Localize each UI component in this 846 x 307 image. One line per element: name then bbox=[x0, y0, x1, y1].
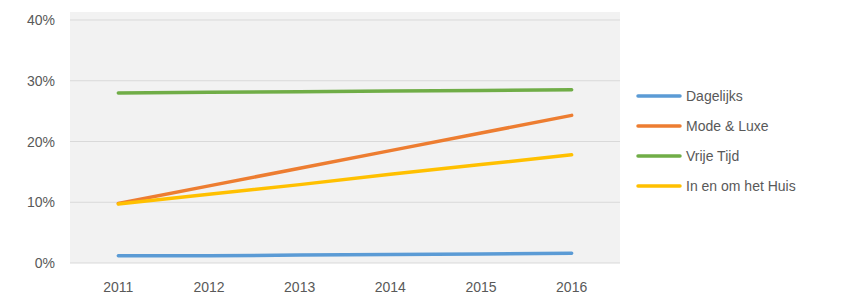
legend-swatch bbox=[638, 94, 680, 98]
x-tick-label: 2011 bbox=[103, 279, 133, 295]
legend-swatch bbox=[638, 154, 680, 158]
x-tick-label: 2015 bbox=[465, 279, 496, 295]
series-line bbox=[118, 90, 571, 93]
y-tick-label: 20% bbox=[27, 134, 55, 150]
x-tick-label: 2012 bbox=[193, 279, 224, 295]
legend-swatch bbox=[638, 124, 680, 128]
chart-root: 0% 10% 20% 30% 40% 2011 2012 2013 2014 2015 2016 Da… bbox=[0, 0, 846, 307]
series-group bbox=[118, 90, 571, 256]
grid-line bbox=[70, 80, 620, 81]
legend-label: Mode & Luxe bbox=[686, 118, 769, 134]
series-line bbox=[118, 155, 571, 204]
plot-background bbox=[70, 12, 620, 263]
legend-swatch bbox=[638, 184, 680, 188]
grid-line bbox=[70, 20, 620, 21]
legend-label: Vrije Tijd bbox=[686, 148, 739, 164]
y-tick-label: 30% bbox=[27, 73, 55, 89]
grid-line bbox=[70, 141, 620, 142]
legend-label: In en om het Huis bbox=[686, 178, 796, 194]
y-tick-label: 0% bbox=[35, 255, 55, 271]
y-tick-label: 10% bbox=[27, 194, 55, 210]
series-line bbox=[118, 115, 571, 203]
series-line bbox=[118, 253, 571, 255]
x-tick-label: 2013 bbox=[284, 279, 315, 295]
y-tick-label: 40% bbox=[27, 12, 55, 28]
legend-label: Dagelijks bbox=[686, 88, 743, 104]
chart: 0% 10% 20% 30% 40% 2011 2012 2013 2014 2015 2016 Da… bbox=[0, 0, 846, 307]
x-tick-label: 2016 bbox=[556, 279, 587, 295]
grid-line bbox=[70, 263, 620, 264]
x-tick-label: 2014 bbox=[375, 279, 406, 295]
